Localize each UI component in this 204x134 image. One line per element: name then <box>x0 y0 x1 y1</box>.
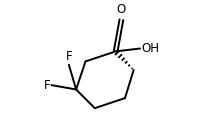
Text: F: F <box>44 79 51 92</box>
Text: OH: OH <box>141 42 159 55</box>
Text: F: F <box>66 50 72 63</box>
Text: O: O <box>117 3 126 16</box>
